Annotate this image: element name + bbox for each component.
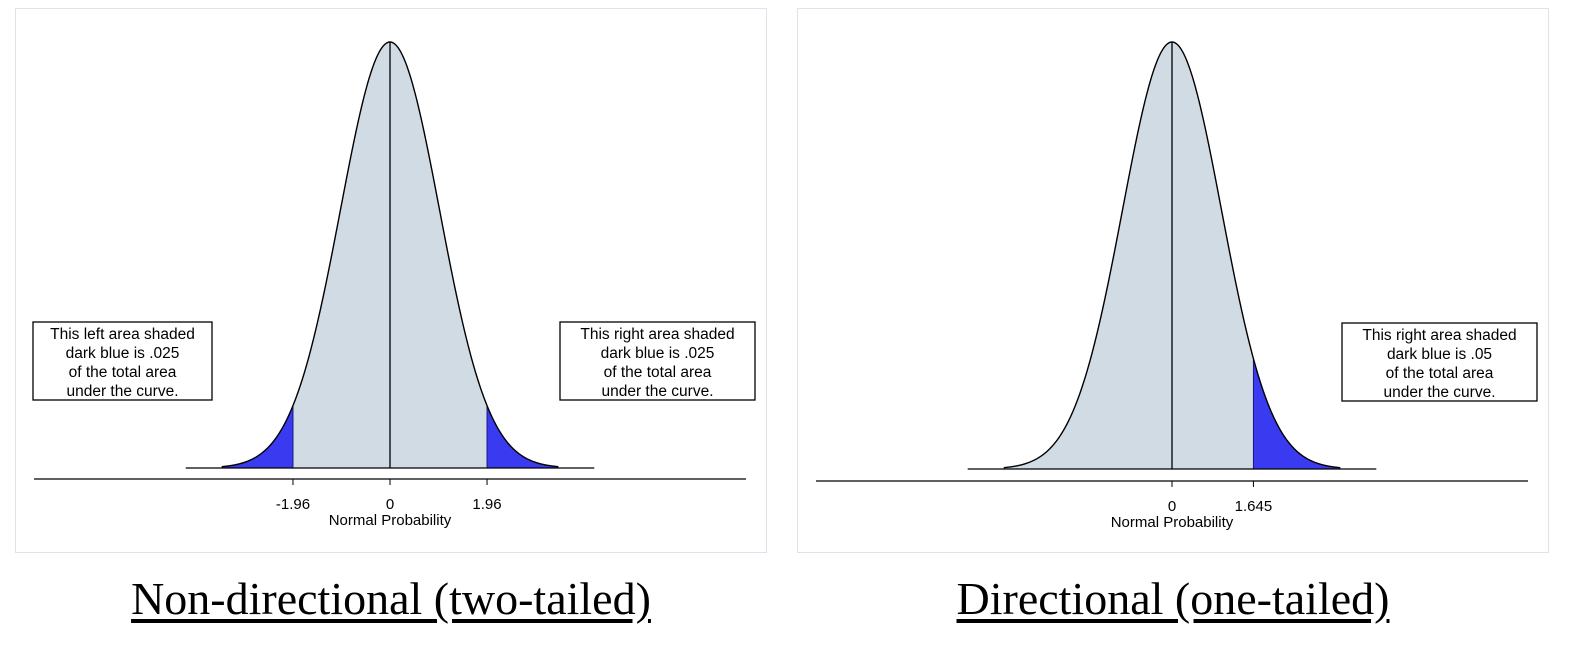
x-tick-label: 1.645 <box>1235 498 1273 515</box>
annotation-box-right: This right area shaded dark blue is .025 o… <box>559 321 756 401</box>
annotation-text-line: This left area shaded <box>50 326 195 343</box>
annotation-text-line: dark blue is .025 <box>601 345 715 362</box>
annotation-text-line: of the total area <box>69 364 177 381</box>
two-tailed-caption: Non-directional (two-tailed) <box>131 573 651 624</box>
annotation-box-right: This right area shaded dark blue is .05 of… <box>1341 322 1538 402</box>
x-tick-label: 0 <box>386 496 394 513</box>
annotation-text-line: under the curve. <box>1383 384 1495 401</box>
annotation-text-line: dark blue is .05 <box>1387 346 1492 363</box>
shaded-tail-region-1 <box>221 405 293 468</box>
shaded-tail-region-2 <box>487 405 559 468</box>
x-tick-label: 0 <box>1168 498 1176 515</box>
x-tick-label: -1.96 <box>276 496 310 513</box>
annotation-text-line: under the curve. <box>601 383 713 400</box>
annotation-text-line: This right area shaded <box>1362 327 1516 344</box>
annotation-text-line: of the total area <box>604 364 712 381</box>
x-axis-label: Normal Probability <box>329 512 452 529</box>
one-tailed-caption: Directional (one-tailed) <box>956 573 1390 624</box>
annotation-border <box>1341 322 1538 402</box>
annotation-text-line: under the curve. <box>66 383 178 400</box>
annotation-text-line: dark blue is .025 <box>66 345 180 362</box>
annotation-border <box>559 321 756 401</box>
one-tailed-chart-panel: 0 1.645 Normal Probability This right area … <box>797 8 1549 553</box>
x-axis-label: Normal Probability <box>1111 514 1234 531</box>
annotation-text-line: This right area shaded <box>580 326 734 343</box>
two-tailed-chart-panel: -1.96 0 1.96 Normal Probability This left ar… <box>15 8 767 553</box>
x-tick-label: 1.96 <box>472 496 501 513</box>
annotation-border <box>32 321 213 401</box>
two-tailed-normal-curve-chart: -1.96 0 1.96 Normal Probability This left ar… <box>32 41 756 529</box>
shaded-tail-region-1 <box>1253 358 1341 469</box>
annotation-box-left: This left area shaded dark blue is .025 of… <box>32 321 213 401</box>
annotation-text-line: of the total area <box>1386 365 1494 382</box>
